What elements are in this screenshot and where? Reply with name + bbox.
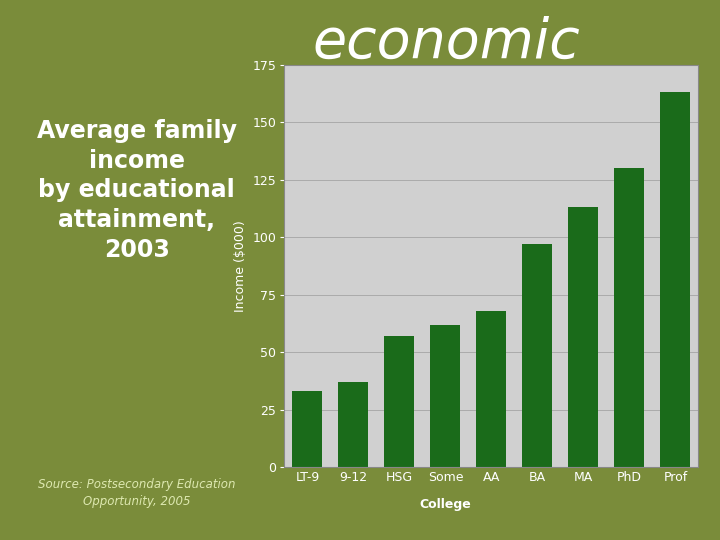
Bar [477, 311, 506, 467]
Text: economic: economic [312, 16, 580, 69]
Bar [660, 92, 690, 467]
Bar [338, 382, 369, 467]
Y-axis label: Income ($000): Income ($000) [233, 220, 247, 312]
Bar [614, 168, 644, 467]
Text: College: College [420, 498, 472, 511]
Bar [384, 336, 414, 467]
Bar [523, 244, 552, 467]
Text: Source: Postsecondary Education
Opportunity, 2005: Source: Postsecondary Education Opportun… [38, 477, 235, 508]
Bar [292, 392, 323, 467]
Bar [431, 325, 460, 467]
Text: Average family
income
by educational
attainment,
2003: Average family income by educational att… [37, 119, 237, 261]
Bar [569, 207, 598, 467]
